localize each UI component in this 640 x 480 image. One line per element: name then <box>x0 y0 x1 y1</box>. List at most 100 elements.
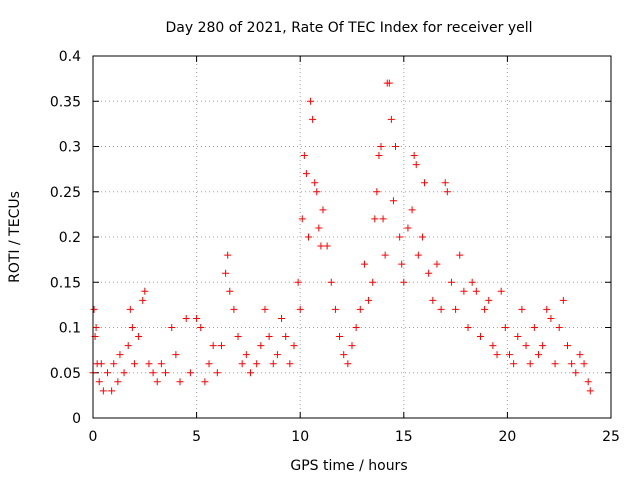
data-point <box>261 305 269 313</box>
x-tick-label: 0 <box>89 429 98 445</box>
data-point <box>193 314 201 322</box>
data-point <box>539 342 547 350</box>
data-point <box>182 314 190 322</box>
data-point <box>526 360 534 368</box>
data-point <box>497 287 505 295</box>
data-point <box>92 324 100 331</box>
data-point <box>242 351 250 359</box>
data-point <box>530 324 538 331</box>
data-point <box>476 333 484 341</box>
data-point <box>518 305 526 313</box>
data-point <box>408 206 416 214</box>
data-point <box>323 242 331 250</box>
data-point <box>437 305 445 313</box>
y-tick-label: 0.25 <box>50 185 81 201</box>
data-point <box>315 224 323 232</box>
data-point <box>222 269 230 277</box>
data-point <box>130 360 138 368</box>
data-point <box>510 360 518 368</box>
data-point <box>114 378 122 386</box>
data-point <box>400 278 408 286</box>
data-point <box>493 351 501 359</box>
data-points-layer <box>89 79 594 395</box>
data-point <box>99 387 107 395</box>
data-point <box>296 305 304 313</box>
y-tick-label: 0.15 <box>50 275 81 291</box>
data-point <box>230 305 238 313</box>
data-point <box>224 251 232 259</box>
data-point <box>421 179 429 187</box>
data-point <box>176 378 184 386</box>
data-point <box>447 278 455 286</box>
data-point <box>153 378 161 386</box>
y-tick-label: 0.35 <box>50 94 81 110</box>
data-point <box>97 360 105 368</box>
data-point <box>304 233 312 241</box>
y-axis-label: ROTI / TECUs <box>7 191 23 283</box>
data-point <box>246 369 254 377</box>
data-point <box>369 278 377 286</box>
plot-frame <box>92 55 612 419</box>
data-point <box>580 360 588 368</box>
data-point <box>396 233 404 241</box>
data-point <box>238 360 246 368</box>
data-point <box>265 333 273 341</box>
x-tick-label: 25 <box>602 429 620 445</box>
data-point <box>505 351 513 359</box>
data-point <box>234 333 242 341</box>
data-point <box>226 287 234 295</box>
data-point <box>317 242 325 250</box>
data-point <box>481 305 489 313</box>
data-point <box>485 296 493 304</box>
data-point <box>522 342 530 350</box>
data-point <box>441 179 449 187</box>
data-point <box>572 369 580 377</box>
data-point <box>309 115 317 123</box>
data-point <box>286 360 294 368</box>
data-point <box>472 287 480 295</box>
data-point <box>360 260 368 268</box>
x-tick-label: 15 <box>395 429 413 445</box>
data-point <box>381 251 389 259</box>
y-tick-label: 0.4 <box>59 49 81 65</box>
data-point <box>348 342 356 350</box>
data-point <box>282 333 290 341</box>
data-point <box>534 351 542 359</box>
data-point <box>157 360 165 368</box>
data-point <box>213 369 221 377</box>
y-tick-label: 0.05 <box>50 366 81 382</box>
data-point <box>168 324 176 331</box>
data-point <box>418 233 426 241</box>
data-point <box>209 342 217 350</box>
data-point <box>452 305 460 313</box>
data-point <box>327 278 335 286</box>
data-point <box>269 360 277 368</box>
data-point <box>205 360 213 368</box>
data-point <box>356 305 364 313</box>
data-point <box>104 369 112 377</box>
data-point <box>410 152 418 160</box>
data-point <box>385 79 393 87</box>
data-point <box>365 296 373 304</box>
y-tick-label: 0 <box>72 411 81 427</box>
data-point <box>398 260 406 268</box>
data-point <box>116 351 124 359</box>
data-point <box>95 378 103 386</box>
data-point <box>514 333 522 341</box>
data-point <box>460 287 468 295</box>
data-point <box>501 324 509 331</box>
data-point <box>543 305 551 313</box>
data-point <box>387 115 395 123</box>
data-point <box>128 324 136 331</box>
data-point <box>443 188 451 196</box>
data-point <box>340 351 348 359</box>
data-point <box>563 342 571 350</box>
data-point <box>433 260 441 268</box>
data-point <box>559 296 567 304</box>
y-tick-label: 0.1 <box>59 321 81 337</box>
data-point <box>336 333 344 341</box>
data-point <box>489 342 497 350</box>
data-point <box>344 360 352 368</box>
data-point <box>253 360 261 368</box>
